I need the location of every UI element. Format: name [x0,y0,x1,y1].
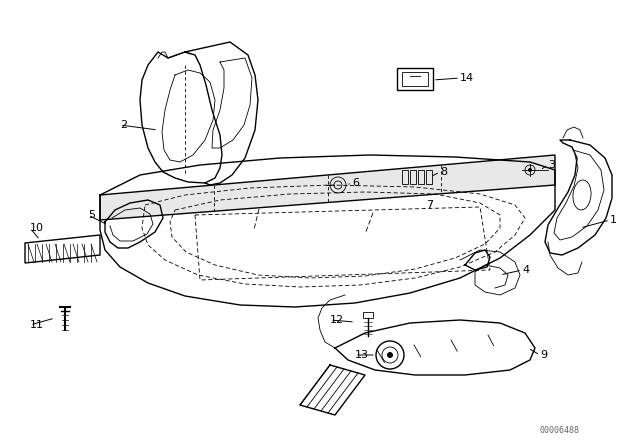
Text: 14: 14 [460,73,474,83]
Text: 13: 13 [355,350,369,360]
Text: 10: 10 [30,223,44,233]
Text: 5: 5 [88,210,95,220]
Circle shape [528,168,532,172]
Text: 11: 11 [30,320,44,330]
Bar [363,312,373,318]
Bar [426,170,432,184]
Text: 9: 9 [540,350,547,360]
Bar [402,72,428,86]
Text: 3: 3 [548,160,555,170]
Bar [402,170,408,184]
Text: 00006488: 00006488 [540,426,580,435]
Text: 8: 8 [440,167,447,177]
Text: 2: 2 [120,120,127,130]
Bar [410,170,416,184]
Text: 12: 12 [330,315,344,325]
Text: 4: 4 [522,265,529,275]
Text: 1: 1 [610,215,617,225]
Bar [418,170,424,184]
Polygon shape [25,235,100,263]
Text: 7: 7 [426,200,433,210]
Polygon shape [100,155,555,220]
Circle shape [387,352,393,358]
Text: 6: 6 [352,178,359,188]
